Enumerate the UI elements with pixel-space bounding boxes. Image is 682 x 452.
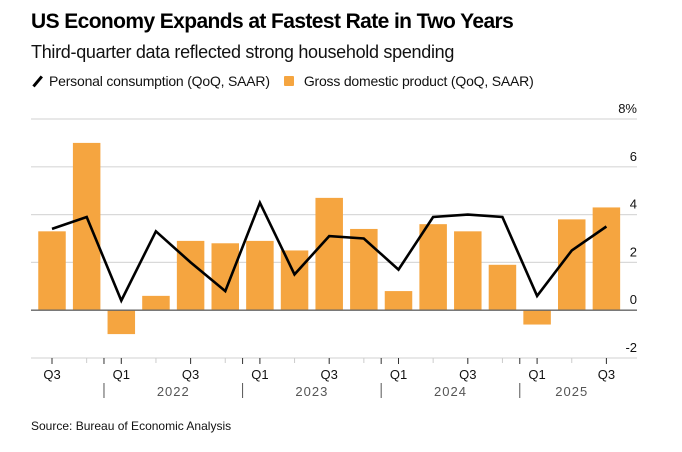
gdp-bar xyxy=(246,240,274,311)
x-tick-label: Q1 xyxy=(113,367,130,382)
y-tick-label: 8% xyxy=(618,101,637,116)
gdp-bar xyxy=(558,219,586,311)
y-tick-label: -2 xyxy=(625,340,637,355)
gdp-bar xyxy=(176,240,205,311)
x-tick-label: Q3 xyxy=(459,367,476,382)
gdp-bar xyxy=(384,291,413,311)
gdp-bar xyxy=(454,231,482,311)
gdp-bar xyxy=(142,295,170,311)
year-label: 2022 xyxy=(157,384,190,399)
gdp-bar xyxy=(280,250,309,311)
consumption-line xyxy=(51,199,608,304)
gridlines xyxy=(31,118,637,359)
gdp-bar xyxy=(107,310,136,335)
legend-label-gdp: Gross domestic product (QoQ, SAAR) xyxy=(303,73,534,89)
y-tick-label: 2 xyxy=(630,244,637,259)
year-label: 2024 xyxy=(434,384,467,399)
gdp-bar xyxy=(72,142,101,311)
consumption-line-layer xyxy=(51,199,608,304)
x-tick-label: Q3 xyxy=(321,367,338,382)
y-tick-label: 4 xyxy=(630,197,637,212)
source-note: Source: Bureau of Economic Analysis xyxy=(31,419,232,433)
bar-swatch-icon xyxy=(283,76,294,86)
gdp-bar xyxy=(350,228,378,311)
chart-subtitle: Third-quarter data reflected strong hous… xyxy=(31,42,455,62)
y-tick-label: 6 xyxy=(630,149,637,164)
x-tick-label: Q3 xyxy=(598,367,615,382)
gdp-bar xyxy=(38,231,66,311)
legend-item-consumption: Personal consumption (QoQ, SAAR) xyxy=(31,73,270,89)
x-axis: Q3 Q1 Q3 Q1 Q3 Q1 Q3 Q1 Q3 2022 2023 2024 2025 xyxy=(43,358,615,399)
gdp-bars xyxy=(38,142,621,335)
x-tick-label: Q1 xyxy=(390,367,407,382)
gdp-bar xyxy=(592,207,621,311)
legend-item-gdp: Gross domestic product (QoQ, SAAR) xyxy=(283,73,534,89)
x-tick-label: Q1 xyxy=(251,367,268,382)
y-axis-labels: 8% 6 4 2 0 -2 xyxy=(618,101,637,355)
gdp-bar xyxy=(523,310,551,325)
gdp-bar xyxy=(419,224,447,311)
legend-label-consumption: Personal consumption (QoQ, SAAR) xyxy=(49,73,270,89)
gdp-bar xyxy=(488,264,517,311)
y-tick-label: 0 xyxy=(630,292,637,307)
year-label: 2023 xyxy=(295,384,328,399)
x-tick-label: Q3 xyxy=(43,367,60,382)
gdp-bar xyxy=(211,243,239,311)
x-tick-label: Q3 xyxy=(182,367,199,382)
year-label: 2025 xyxy=(555,384,588,399)
gdp-bar xyxy=(315,197,343,311)
chart-title: US Economy Expands at Fastest Rate in Tw… xyxy=(31,10,514,33)
legend: Personal consumption (QoQ, SAAR) Gross d… xyxy=(31,73,548,89)
x-tick-label: Q1 xyxy=(528,367,545,382)
